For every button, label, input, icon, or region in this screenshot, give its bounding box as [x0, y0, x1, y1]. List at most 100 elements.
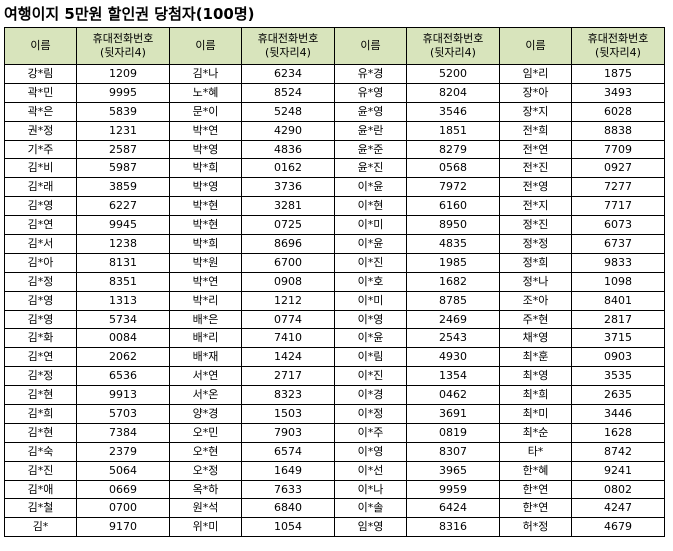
winner-phone-cell: 6160 — [406, 196, 500, 217]
winner-name-cell: 위*미 — [169, 517, 242, 538]
winner-phone-cell: 3859 — [76, 177, 170, 198]
phone-header-sublabel: (뒷자리4) — [265, 46, 311, 59]
table-row: 곽*은 5839 문*이 5248 윤*영 3546 장*지 6028 — [4, 101, 665, 122]
winner-name-cell: 이*영 — [334, 441, 407, 462]
winner-phone-cell: 5734 — [76, 309, 170, 330]
winner-phone-cell: 6073 — [571, 215, 665, 236]
phone-header-label: 휴대전화번호 — [422, 32, 484, 45]
winner-name-cell: 이*솔 — [334, 498, 407, 519]
winner-phone-cell: 7717 — [571, 196, 665, 217]
winner-name-cell: 전*희 — [499, 120, 572, 141]
winner-name-cell: 최*순 — [499, 422, 572, 443]
winner-name-cell: 곽*민 — [4, 82, 77, 103]
winner-phone-cell: 4930 — [406, 347, 500, 368]
winner-phone-cell: 6227 — [76, 196, 170, 217]
winner-phone-cell: 3736 — [241, 177, 335, 198]
winner-name-cell: 오*민 — [169, 422, 242, 443]
winner-phone-cell: 3691 — [406, 404, 500, 424]
winner-name-cell: 이*미 — [334, 290, 407, 311]
winner-phone-cell: 1985 — [406, 252, 500, 273]
winner-phone-cell: 0903 — [571, 347, 665, 368]
winner-name-cell: 전*영 — [499, 177, 572, 198]
winner-name-cell: 김* — [4, 517, 77, 538]
winner-name-cell: 오*현 — [169, 441, 242, 462]
winner-phone-cell: 4836 — [241, 139, 335, 160]
winner-name-cell: 타* — [499, 441, 572, 462]
winner-phone-cell: 6424 — [406, 498, 500, 519]
winner-name-cell: 박*희 — [169, 158, 242, 179]
winner-phone-cell: 5200 — [406, 64, 500, 84]
winner-phone-cell: 9995 — [76, 82, 170, 103]
winner-name-cell: 윤*란 — [334, 120, 407, 141]
table-body: 강*림 1209 김*나 6234 유*경 5200 임*리 1875 곽*민 9995 노*혜 85… — [4, 64, 665, 538]
winner-phone-cell: 3965 — [406, 460, 500, 481]
winner-name-cell: 김*정 — [4, 271, 77, 292]
winner-name-cell: 이*진 — [334, 366, 407, 387]
phone-column-header: 휴대전화번호 (뒷자리4) — [406, 27, 500, 65]
winner-name-cell: 김*서 — [4, 234, 77, 254]
winner-name-cell: 이*현 — [334, 196, 407, 217]
winner-phone-cell: 4679 — [571, 517, 665, 538]
name-column-header: 이름 — [169, 27, 242, 65]
winner-name-cell: 김*숙 — [4, 441, 77, 462]
winner-phone-cell: 1851 — [406, 120, 500, 141]
winner-name-cell: 정*희 — [499, 252, 572, 273]
winner-name-cell: 정*나 — [499, 271, 572, 292]
winner-name-cell: 윤*준 — [334, 139, 407, 160]
winner-phone-cell: 8279 — [406, 139, 500, 160]
table-header: 이름 휴대전화번호 (뒷자리4) 이름 휴대전화번호 (뒷자리4) 이름 휴대전화번… — [4, 27, 665, 65]
table-row: 김*정 6536 서*연 2717 이*진 1354 최*영 3535 — [4, 366, 665, 387]
winner-phone-cell: 8401 — [571, 290, 665, 311]
winner-phone-cell: 5987 — [76, 158, 170, 179]
phone-header-sublabel: (뒷자리4) — [100, 46, 146, 59]
winner-name-cell: 이*진 — [334, 252, 407, 273]
table-row: 김* 9170 위*미 1054 임*영 8316 허*정 4679 — [4, 517, 665, 538]
winner-phone-cell: 1313 — [76, 290, 170, 311]
phone-header-sublabel: (뒷자리4) — [595, 46, 641, 59]
winner-name-cell: 이*주 — [334, 422, 407, 443]
winner-name-cell: 김*연 — [4, 347, 77, 368]
winner-phone-cell: 1649 — [241, 460, 335, 481]
winner-name-cell: 한*혜 — [499, 460, 572, 481]
winner-name-cell: 조*아 — [499, 290, 572, 311]
winner-phone-cell: 8323 — [241, 385, 335, 406]
winner-phone-cell: 7972 — [406, 177, 500, 198]
winner-name-cell: 김*진 — [4, 460, 77, 481]
winner-phone-cell: 7709 — [571, 139, 665, 160]
winner-name-cell: 권*정 — [4, 120, 77, 141]
winner-phone-cell: 6536 — [76, 366, 170, 387]
winner-phone-cell: 9170 — [76, 517, 170, 538]
winner-name-cell: 곽*은 — [4, 101, 77, 122]
phone-column-header: 휴대전화번호 (뒷자리4) — [571, 27, 665, 65]
winner-name-cell: 배*은 — [169, 309, 242, 330]
winner-phone-cell: 7410 — [241, 328, 335, 349]
phone-column-header: 휴대전화번호 (뒷자리4) — [76, 27, 170, 65]
winner-phone-cell: 0700 — [76, 498, 170, 519]
winner-phone-cell: 5839 — [76, 101, 170, 122]
winner-name-cell: 김*영 — [4, 309, 77, 330]
winner-name-cell: 이*림 — [334, 347, 407, 368]
winner-name-cell: 전*연 — [499, 139, 572, 160]
winner-name-cell: 김*희 — [4, 404, 77, 424]
winner-name-cell: 김*애 — [4, 479, 77, 500]
table-row: 김*연 2062 배*재 1424 이*림 4930 최*훈 0903 — [4, 347, 665, 368]
winner-name-cell: 양*경 — [169, 404, 242, 424]
winner-name-cell: 박*영 — [169, 139, 242, 160]
winner-phone-cell: 8785 — [406, 290, 500, 311]
winner-name-cell: 김*영 — [4, 196, 77, 217]
table-row: 기*주 2587 박*영 4836 윤*준 8279 전*연 7709 — [4, 139, 665, 160]
winner-phone-cell: 7384 — [76, 422, 170, 443]
winner-name-cell: 이*윤 — [334, 328, 407, 349]
winner-phone-cell: 6840 — [241, 498, 335, 519]
winner-phone-cell: 8524 — [241, 82, 335, 103]
winner-name-cell: 한*연 — [499, 498, 572, 519]
table-row: 김*희 5703 양*경 1503 이*정 3691 최*미 3446 — [4, 404, 665, 424]
winner-phone-cell: 8742 — [571, 441, 665, 462]
winner-phone-cell: 0802 — [571, 479, 665, 500]
table-row: 김*숙 2379 오*현 6574 이*영 8307 타* 8742 — [4, 441, 665, 462]
winner-name-cell: 옥*하 — [169, 479, 242, 500]
winner-phone-cell: 2587 — [76, 139, 170, 160]
winner-name-cell: 박*연 — [169, 120, 242, 141]
winner-name-cell: 최*희 — [499, 385, 572, 406]
table-row: 김*영 6227 박*현 3281 이*현 6160 전*지 7717 — [4, 196, 665, 217]
